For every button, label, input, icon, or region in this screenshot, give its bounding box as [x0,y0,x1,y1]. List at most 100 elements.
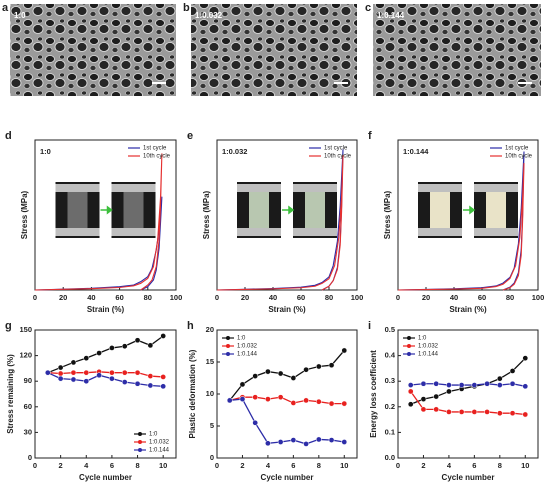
x-tick-label: 40 [450,293,458,302]
legend-marker [138,448,142,452]
inset-plate [111,228,156,236]
data-point [57,370,64,377]
x-tick-label: 6 [110,461,114,470]
scale-bar [518,82,532,84]
legend-label: 1st cycle [505,146,529,152]
inset-plate [293,184,337,192]
data-point [509,380,516,387]
data-point [160,383,167,390]
series-line [229,398,345,445]
data-point [407,388,414,395]
data-point [265,368,271,375]
x-tick-label: 0 [396,461,400,470]
data-point [420,380,427,387]
y-tick-label: 15 [206,357,214,366]
x-tick-label: 100 [351,293,364,302]
data-point [446,382,452,388]
x-tick-label: 0 [33,293,37,302]
x-tick-label: 80 [144,293,152,302]
legend-marker [407,344,411,348]
panel-letter: c [365,2,371,14]
x-tick-label: 0 [215,293,219,302]
y-tick-label: 0.5 [385,325,395,334]
x-axis-label: Cycle number [79,473,132,482]
plot-frame [216,139,358,291]
plot-frame [397,329,539,459]
inset-plate [293,228,337,236]
data-point [70,369,77,376]
data-point [341,400,348,407]
y-tick-label: 10 [206,389,214,398]
image-label: 1:0.032 [195,11,223,20]
x-tick-label: 2 [240,461,244,470]
x-tick-label: 2 [421,461,425,470]
legend-marker [407,352,411,356]
data-point [471,382,478,388]
data-point [522,355,529,362]
data-point [121,379,128,385]
series-line [216,154,344,291]
x-tick-label: 10 [521,461,529,470]
x-tick-label: 20 [241,293,249,302]
legend-label: 1:0 [237,336,246,342]
x-tick-label: 2 [59,461,63,470]
data-point [420,396,427,402]
inset-plate [237,184,281,192]
x-tick-label: 0 [33,461,37,470]
series-line [229,396,345,405]
data-point [121,343,128,350]
y-tick-label: 0.4 [385,351,396,360]
chart: h 0 2 4 6 8 10 0 5 10 15 20 Cycle number Plastic defo… [187,320,358,482]
inset-plate [418,184,462,192]
legend-label: 1:0.144 [418,352,439,358]
inset-sample [249,192,269,228]
legend-label: 1:0 [149,432,158,438]
y-tick-label: 60 [24,402,32,411]
inset-plate [418,228,462,236]
panel-letter: f [368,130,372,142]
data-point [407,382,414,388]
x-tick-label: 0 [396,293,400,302]
data-point [315,363,322,370]
panel-letter: g [5,320,12,332]
scale-bar [334,82,348,84]
x-tick-label: 60 [478,293,486,302]
data-point [83,378,90,385]
series-line [229,350,345,401]
legend-label: 1st cycle [324,146,348,152]
data-point [407,401,414,408]
legend-label: 1:0.144 [149,448,170,454]
inset-sample [67,192,88,228]
x-tick-label: 80 [506,293,514,302]
data-point [277,439,284,445]
data-point [496,410,503,417]
panel-letter: d [5,130,12,142]
series-line [410,391,526,416]
plot-frame [34,139,177,291]
data-point [496,375,503,382]
data-point [239,381,246,388]
y-tick-label: 0 [210,453,214,462]
legend-marker [138,432,142,436]
y-tick-label: 90 [24,376,32,385]
legend-marker [226,336,230,340]
inset-arrow [100,205,113,215]
inset-plate [237,228,281,236]
data-point [328,362,335,369]
data-point [147,373,154,379]
inset-plate [111,184,156,192]
data-point [509,410,516,417]
x-tick-label: 8 [135,461,139,470]
data-point [252,419,259,426]
x-tick-label: 40 [269,293,277,302]
data-point [239,396,246,402]
data-point [44,369,51,376]
data-point [57,364,64,371]
data-point [341,347,348,354]
data-point [109,345,115,351]
inset-sample [486,192,506,228]
y-tick-label: 0.2 [385,402,395,411]
data-point [522,383,529,390]
y-axis-label: Stress (MPa) [383,190,392,239]
